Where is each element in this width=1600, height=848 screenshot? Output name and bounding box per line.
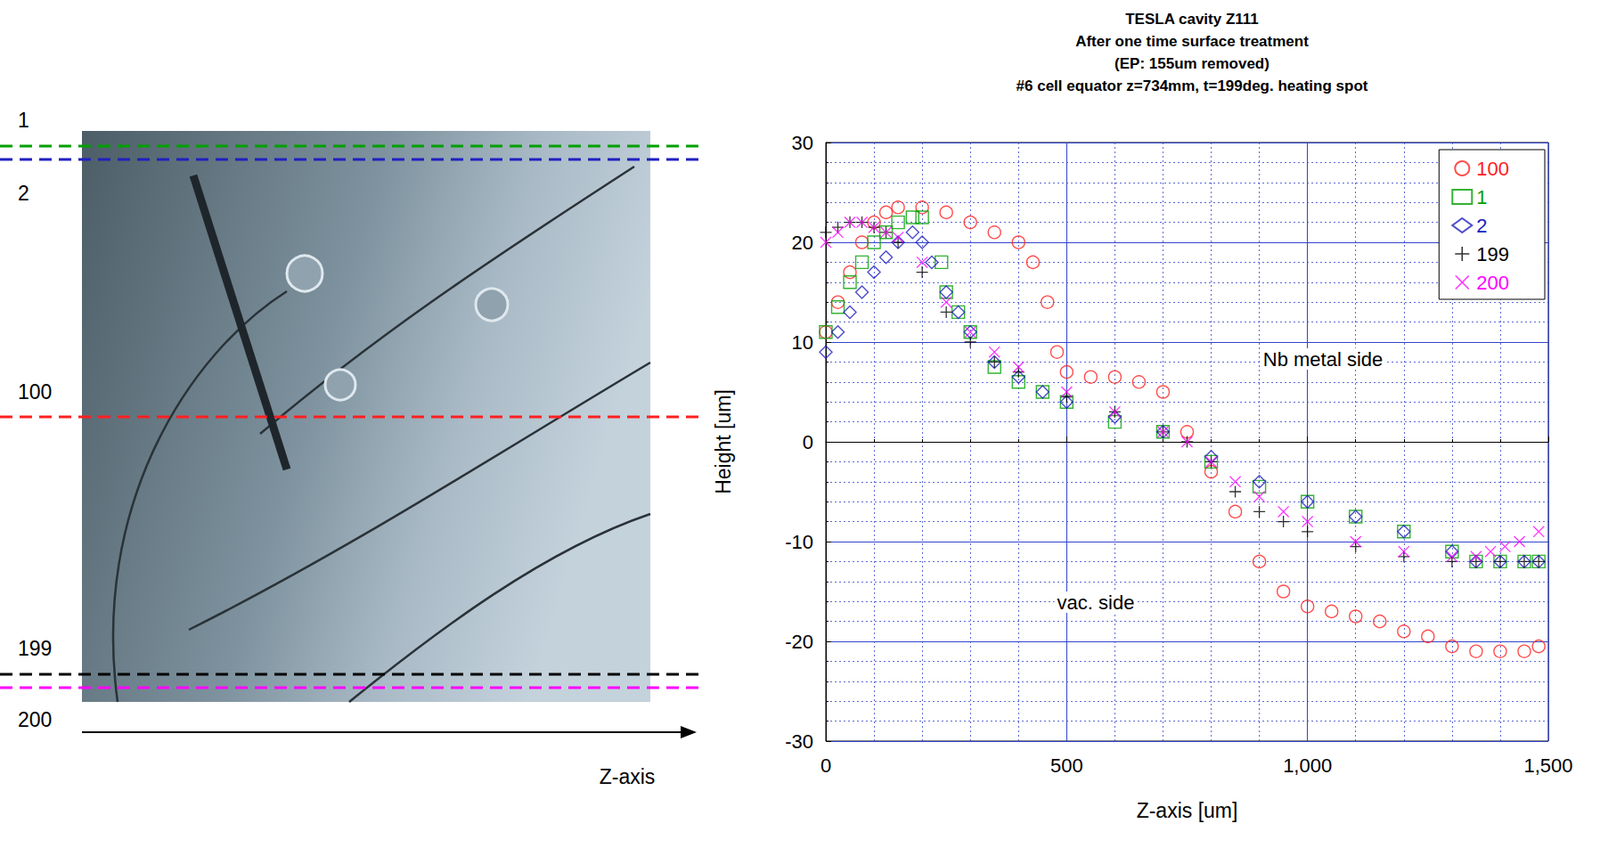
svg-text:100: 100 bbox=[1476, 157, 1510, 180]
svg-text:Nb metal side: Nb metal side bbox=[1263, 348, 1384, 371]
svg-text:1: 1 bbox=[1476, 186, 1487, 209]
svg-text:200: 200 bbox=[1476, 271, 1510, 294]
svg-text:2: 2 bbox=[1476, 214, 1487, 237]
svg-text:(EP: 155um removed): (EP: 155um removed) bbox=[1114, 55, 1270, 73]
svg-text:-30: -30 bbox=[784, 730, 814, 753]
svg-text:1,500: 1,500 bbox=[1523, 754, 1573, 777]
svg-text:100: 100 bbox=[17, 380, 52, 404]
svg-text:-10: -10 bbox=[784, 530, 814, 554]
svg-text:10: 10 bbox=[791, 331, 814, 354]
svg-text:0: 0 bbox=[802, 431, 814, 454]
svg-text:199: 199 bbox=[17, 636, 52, 661]
svg-text:1,000: 1,000 bbox=[1282, 754, 1332, 777]
svg-text:500: 500 bbox=[1050, 754, 1084, 777]
svg-text:Z-axis: Z-axis bbox=[599, 765, 656, 789]
svg-text:Height [um]: Height [um] bbox=[711, 389, 735, 495]
svg-text:200: 200 bbox=[17, 708, 52, 732]
svg-text:-20: -20 bbox=[784, 630, 814, 654]
svg-text:0: 0 bbox=[820, 754, 832, 777]
svg-text:#6 cell equator z=734mm, t=199: #6 cell equator z=734mm, t=199deg. heati… bbox=[1016, 77, 1369, 95]
svg-text:20: 20 bbox=[791, 231, 814, 254]
svg-text:After one time surface treatme: After one time surface treatment bbox=[1075, 32, 1309, 50]
svg-text:199: 199 bbox=[1476, 243, 1510, 266]
svg-text:2: 2 bbox=[17, 181, 30, 205]
svg-text:1: 1 bbox=[17, 108, 30, 132]
svg-text:TESLA cavity Z111: TESLA cavity Z111 bbox=[1125, 10, 1259, 28]
svg-text:30: 30 bbox=[791, 131, 814, 155]
svg-text:vac. side: vac. side bbox=[1057, 591, 1135, 614]
svg-text:Z-axis [um]: Z-axis [um] bbox=[1136, 799, 1239, 823]
